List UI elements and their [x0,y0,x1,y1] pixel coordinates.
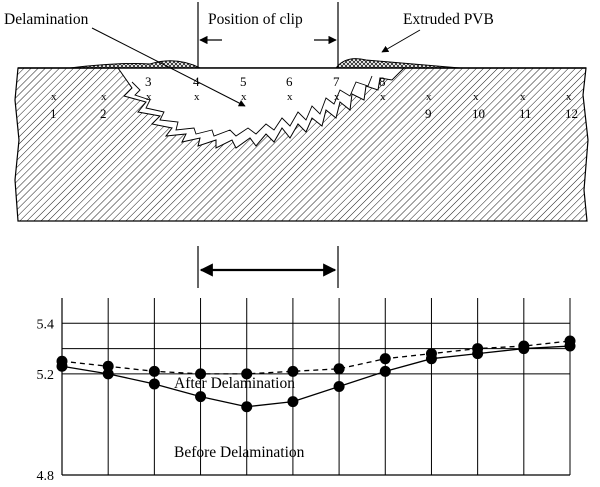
point-label-1: 1 [50,106,57,121]
point-label-12: 12 [565,106,578,121]
series-line-before [61,345,571,408]
data-point-after [195,368,207,380]
point-label-11: 11 [519,106,532,121]
data-point-after [379,353,391,365]
point-label-5: 5 [240,74,247,89]
data-point-before [287,396,299,408]
point-marker-7: x [334,91,340,103]
data-point-after [102,360,114,372]
label-delamination: Delamination [4,11,89,28]
chart-series [56,335,576,413]
data-point-before [56,360,68,372]
point-marker-3: x [146,91,152,103]
point-marker-5: x [241,91,247,103]
data-point-after [333,363,345,375]
point-label-7: 7 [333,74,340,89]
data-point-before [333,381,345,392]
series-label-after: After Delamination [174,375,295,392]
pointer-delamination [91,27,246,107]
series-label-before: Before Delamination [174,444,305,461]
data-point-before [148,378,160,390]
chart-grid [61,298,571,476]
chart: 5.4 5.2 4.8 After Delamination Before Dela… [37,298,576,484]
pointer-extruded-pvb [381,29,421,53]
clip-position [197,2,339,68]
pvb-bump-right [334,58,461,69]
data-point-before [379,365,391,377]
clip-span-indicator [197,246,339,288]
point-marker-2: x [101,91,107,103]
point-label-9: 9 [425,106,432,121]
data-point-before [425,353,437,365]
data-point-before [241,401,253,413]
data-point-after [241,368,253,380]
point-label-2: 2 [100,106,107,121]
point-marker-6: x [287,91,293,103]
point-label-6: 6 [286,74,293,89]
y-tick-label: 5.4 [37,317,55,332]
label-position-of-clip: Position of clip [208,11,303,28]
point-marker-10: x [473,91,479,103]
data-point-before [195,391,207,403]
y-tick-label: 4.8 [37,469,55,484]
point-marker-4: x [194,91,200,103]
data-point-before [518,343,530,355]
point-label-10: 10 [472,106,485,121]
glass-cross-section [14,58,589,222]
delamination-region [117,67,406,149]
point-label-4: 4 [193,74,200,89]
label-extruded-pvb: Extruded PVB [403,11,494,28]
point-label-3: 3 [145,74,152,89]
point-marker-11: x [520,91,526,103]
delamination-boundary [131,75,373,137]
y-tick-labels: 5.4 5.2 4.8 [37,317,55,484]
point-marker-12: x [566,91,572,103]
data-point-before [564,340,576,352]
data-point-after [148,365,160,377]
data-point-before [472,348,484,360]
pvb-bump-left [69,60,201,69]
y-tick-label: 5.2 [37,368,55,383]
data-point-before [102,368,114,380]
measurement-points: x 1 x 2 x 3 x 4 x 5 x 6 x 7 x 8 x 9 x 10 x 11 x 12 [50,74,578,121]
point-marker-8: x [380,91,386,103]
point-marker-1: x [51,91,57,103]
data-point-after [287,365,299,377]
point-label-8: 8 [379,74,386,89]
point-marker-9: x [426,91,432,103]
series-line-after [61,340,571,375]
